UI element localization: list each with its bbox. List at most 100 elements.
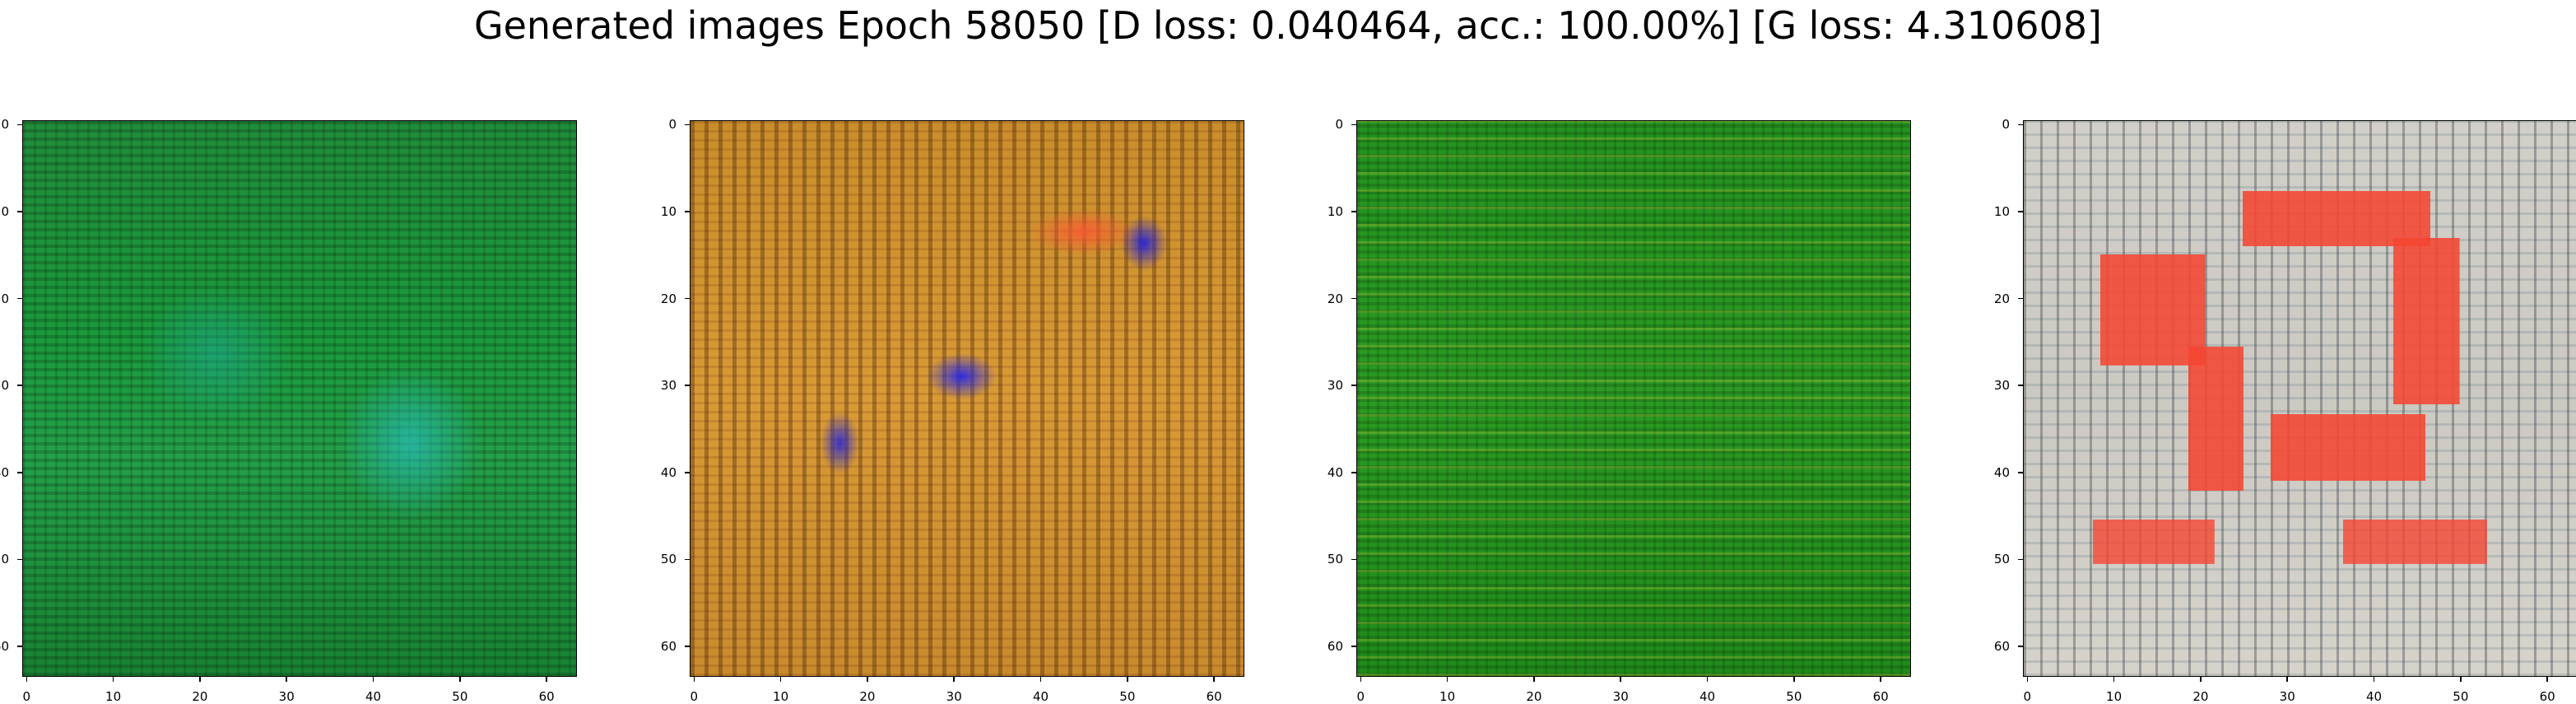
x-tick-mark [459, 677, 461, 682]
x-tick-label: 40 [365, 689, 382, 704]
y-tick-label: 30 [0, 378, 9, 394]
x-tick-label: 0 [1356, 689, 1365, 704]
y-tick-label: 60 [1993, 639, 2010, 655]
y-tick-mark [2018, 124, 2023, 126]
x-tick-mark [26, 677, 28, 682]
x-tick-mark [546, 677, 547, 682]
y-tick-mark [1351, 297, 1356, 300]
x-tick-mark [112, 677, 114, 682]
y-tick-label: 50 [1993, 552, 2010, 567]
y-tick-label: 60 [0, 639, 9, 655]
x-tick-mark [2460, 677, 2462, 682]
x-tick-label: 60 [2539, 689, 2555, 704]
x-tick-label: 50 [1786, 689, 1802, 704]
y-tick-label: 20 [1327, 291, 1343, 306]
y-tick-label: 40 [1327, 464, 1343, 480]
x-tick-mark [779, 677, 782, 682]
x-tick-mark [2286, 677, 2288, 682]
x-tick-mark [2113, 677, 2115, 682]
y-tick-label: 50 [0, 552, 9, 567]
y-tick-label: 20 [1993, 291, 2010, 306]
x-tick-label: 20 [1526, 689, 1542, 704]
y-tick-mark [17, 297, 22, 300]
y-tick-label: 30 [1993, 378, 2010, 394]
generated-image-4 [2023, 120, 2576, 677]
y-tick-mark [17, 211, 22, 212]
x-tick-label: 0 [22, 689, 31, 704]
y-tick-label: 40 [660, 464, 677, 480]
x-tick-mark [2546, 677, 2548, 682]
y-tick-mark [17, 124, 22, 126]
y-tick-mark [685, 297, 690, 300]
x-tick-mark [867, 677, 868, 682]
y-tick-label: 10 [660, 203, 677, 219]
x-tick-mark [1446, 677, 1448, 682]
y-tick-mark [2018, 472, 2023, 473]
x-tick-label: 10 [105, 689, 122, 704]
x-tick-label: 50 [2453, 689, 2469, 704]
generated-image-1 [22, 120, 577, 677]
generated-image-panel-1: 0 10 20 30 40 50 60 0 10 20 30 40 50 60 [0, 118, 577, 703]
x-tick-label: 10 [2106, 689, 2123, 704]
x-tick-mark [199, 677, 201, 682]
x-tick-label: 20 [859, 689, 876, 704]
x-tick-label: 30 [1612, 689, 1629, 704]
x-tick-mark [2373, 677, 2375, 682]
x-tick-label: 60 [1206, 689, 1222, 704]
generated-image-panel-3: 0 10 20 30 40 50 60 0 10 20 30 40 50 60 [1328, 118, 1911, 703]
y-tick-label: 0 [668, 117, 677, 133]
x-tick-label: 10 [1439, 689, 1456, 704]
x-tick-mark [693, 677, 695, 682]
y-tick-mark [17, 385, 22, 386]
y-tick-mark [685, 211, 690, 212]
y-tick-mark [1351, 124, 1356, 126]
y-tick-label: 20 [660, 291, 677, 306]
x-tick-label: 50 [1119, 689, 1136, 704]
y-tick-mark [685, 646, 690, 647]
y-tick-mark [2018, 297, 2023, 300]
y-tick-mark [2018, 211, 2023, 212]
x-tick-mark [372, 677, 374, 682]
x-tick-mark [1620, 677, 1621, 682]
y-tick-mark [685, 124, 690, 126]
y-tick-label: 60 [1327, 639, 1343, 655]
x-tick-mark [1127, 677, 1128, 682]
y-tick-label: 20 [0, 291, 9, 306]
x-tick-mark [953, 677, 955, 682]
x-tick-label: 30 [2279, 689, 2295, 704]
generated-image-panel-2: 0 10 20 30 40 50 60 0 10 20 30 40 50 60 [661, 118, 1244, 703]
x-tick-label: 20 [192, 689, 208, 704]
x-tick-label: 60 [538, 689, 555, 704]
x-tick-mark [1706, 677, 1709, 682]
y-tick-label: 10 [1993, 203, 2010, 219]
x-tick-label: 30 [946, 689, 962, 704]
x-tick-label: 50 [452, 689, 468, 704]
y-tick-label: 10 [0, 203, 9, 219]
x-tick-label: 0 [690, 689, 699, 704]
y-tick-mark [1351, 558, 1356, 561]
x-tick-label: 40 [1032, 689, 1049, 704]
x-tick-mark [1213, 677, 1215, 682]
y-tick-label: 50 [1327, 552, 1343, 567]
generated-image-3 [1356, 120, 1911, 677]
figure-title: Generated images Epoch 58050 [D loss: 0.… [473, 3, 2103, 48]
x-tick-label: 40 [2365, 689, 2383, 704]
x-tick-label: 10 [773, 689, 789, 704]
y-tick-label: 60 [660, 639, 677, 655]
y-tick-mark [1351, 211, 1356, 212]
y-tick-mark [2018, 558, 2023, 561]
y-tick-mark [685, 558, 690, 561]
y-tick-mark [17, 646, 22, 647]
x-tick-mark [1533, 677, 1535, 682]
y-tick-mark [17, 558, 22, 561]
x-tick-label: 60 [1872, 689, 1889, 704]
x-tick-label: 0 [2023, 689, 2032, 704]
x-tick-mark [2026, 677, 2029, 682]
x-tick-mark [286, 677, 287, 682]
x-tick-label: 30 [278, 689, 295, 704]
y-tick-mark [2018, 385, 2023, 386]
y-tick-mark [685, 385, 690, 386]
y-tick-label: 40 [1993, 464, 2010, 480]
y-tick-label: 50 [660, 552, 677, 567]
y-tick-label: 40 [0, 464, 9, 480]
